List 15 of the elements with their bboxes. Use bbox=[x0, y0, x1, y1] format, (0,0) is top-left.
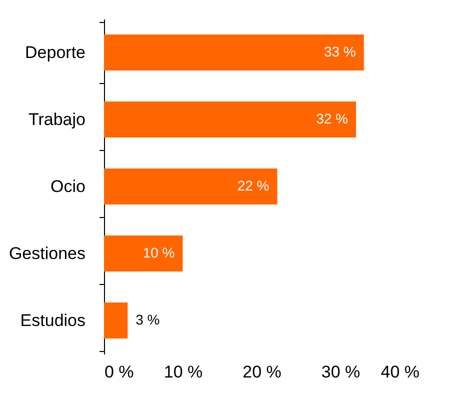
data-label: 33 % bbox=[324, 44, 356, 60]
y-tick-label: Trabajo bbox=[28, 110, 86, 129]
y-tick-label: Ocio bbox=[50, 177, 86, 196]
x-tick-label: 0 % bbox=[104, 362, 134, 382]
x-tick-label: 30 % bbox=[321, 362, 360, 382]
x-tick-label: 10 % bbox=[164, 362, 203, 382]
data-label: 10 % bbox=[142, 244, 175, 260]
x-tick-label: 40 % bbox=[380, 362, 420, 382]
data-label: 3 % bbox=[136, 312, 160, 328]
data-label: 22 % bbox=[237, 178, 270, 194]
data-label: 32 % bbox=[316, 110, 348, 126]
x-tick-label: 20 % bbox=[242, 362, 282, 382]
y-tick-label: Gestiones bbox=[8, 244, 86, 263]
y-tick-label: Estudios bbox=[20, 311, 86, 330]
y-tick-label: Deporte bbox=[25, 43, 86, 62]
